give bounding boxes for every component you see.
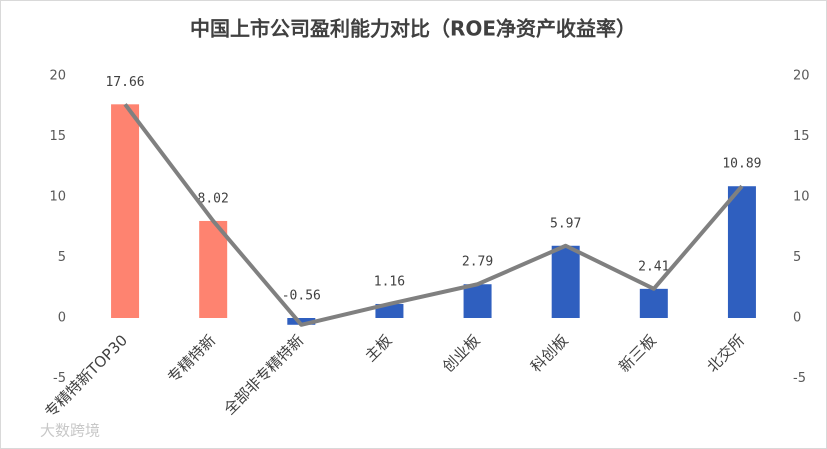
- y-tick-label: 15: [49, 129, 66, 144]
- chart-title: 中国上市公司盈利能力对比（ROE净资产收益率）: [190, 17, 636, 41]
- watermark: 大数跨境: [40, 422, 100, 440]
- y2-tick-label: 20: [793, 69, 810, 84]
- y-tick-label: 10: [49, 190, 66, 205]
- bar: [463, 284, 492, 318]
- data-label: 8.02: [198, 191, 229, 206]
- y2-tick-label: 0: [793, 311, 801, 326]
- data-label: 17.66: [105, 75, 144, 90]
- data-label: 1.16: [374, 274, 405, 289]
- y-tick-label: -5: [53, 371, 66, 386]
- bar: [727, 186, 756, 318]
- line: [123, 103, 744, 327]
- bar: [111, 104, 140, 319]
- data-label: 2.79: [462, 255, 493, 270]
- bar: [199, 220, 228, 318]
- y2-tick-label: -5: [793, 371, 806, 386]
- data-label: 5.97: [550, 216, 581, 231]
- y2-tick-label: 5: [793, 250, 801, 265]
- y2-tick-label: 10: [793, 190, 810, 205]
- y-tick-label: 20: [49, 69, 66, 84]
- y-tick-label: 0: [58, 311, 66, 326]
- data-label: -0.56: [282, 289, 321, 304]
- bar: [639, 288, 668, 318]
- bar: [551, 245, 580, 318]
- data-label: 10.89: [722, 157, 761, 172]
- data-label: 2.41: [638, 259, 669, 274]
- bar: [287, 318, 316, 325]
- y2-tick-label: 15: [793, 129, 810, 144]
- y-tick-label: 5: [58, 250, 66, 265]
